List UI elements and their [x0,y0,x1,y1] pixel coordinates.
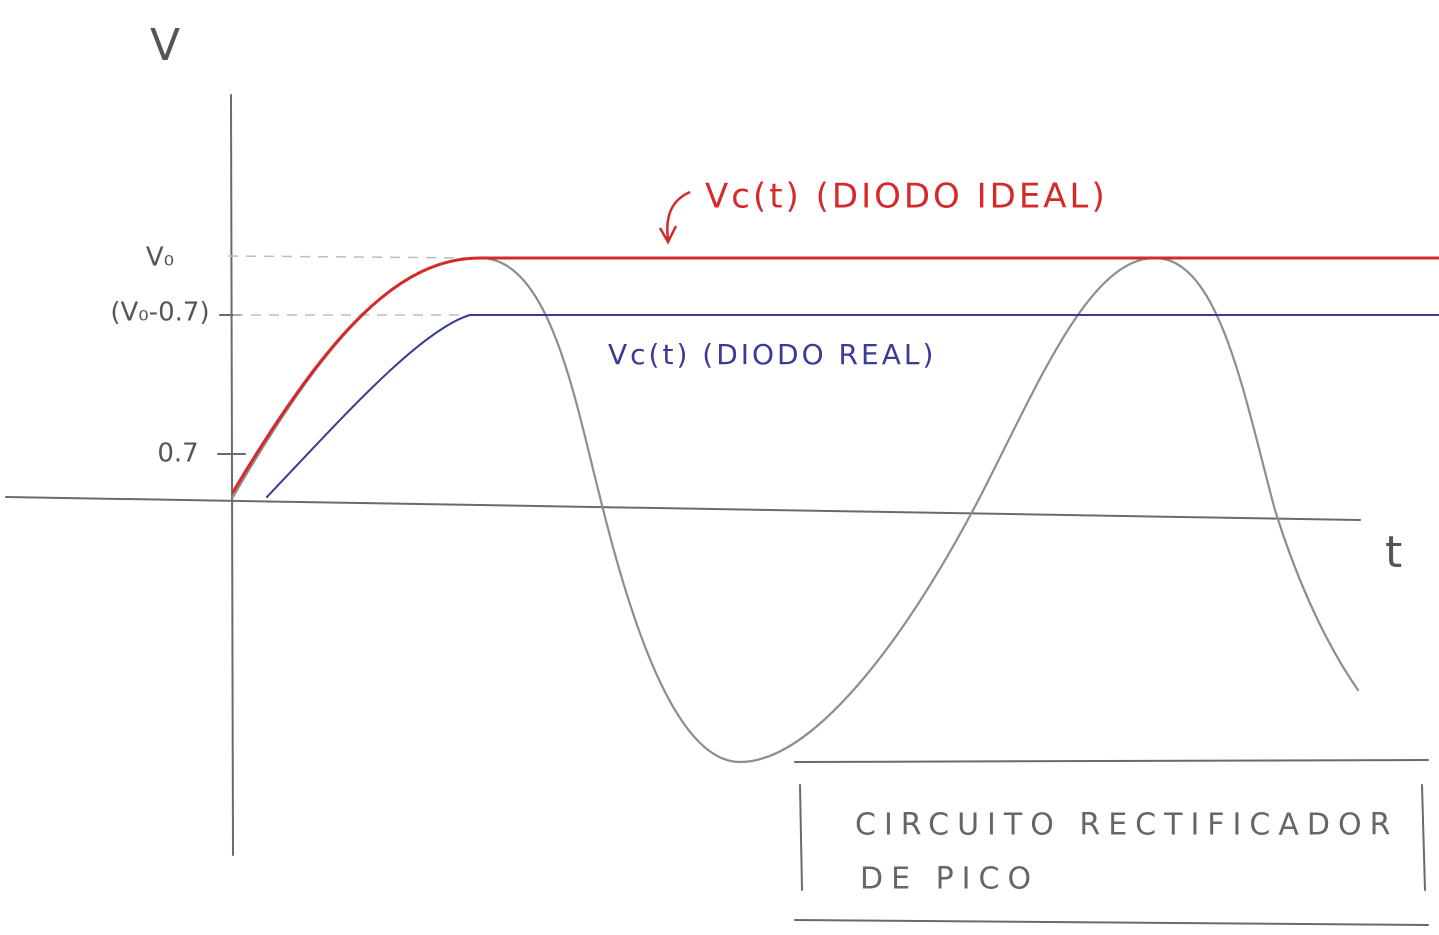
x-axis-label: t [1385,527,1402,578]
box-right [1422,785,1425,890]
tick-label: 0.7 [157,439,198,469]
box-bottom [795,920,1428,925]
sketch: V t V₀ (V₀-0.7) 0.7 Vc(t) (DIODO IDEAL) … [0,0,1439,935]
real-label: Vc(t) (DIODO REAL) [608,338,936,371]
page: Circuito rectificador de pico html, body… [0,0,1439,935]
y-axis [231,95,233,855]
arrow [660,192,690,242]
caption: DE PICO [860,862,1039,897]
tick-label: (V₀-0.7) [110,298,209,328]
box-top [795,760,1428,762]
caption: CIRCUITO RECTIFICADOR [855,808,1398,843]
y-axis-label: V [150,20,180,71]
x-axis [6,497,1360,520]
tick-label: V₀ [146,243,174,273]
ideal-label: Vc(t) (DIODO IDEAL) [705,177,1108,217]
guide-line [228,256,480,258]
body: {"axes": {"y_label": "V", "x_label": "t"… [0,0,1439,935]
box-left [800,785,802,890]
ideal-output [233,258,1439,492]
